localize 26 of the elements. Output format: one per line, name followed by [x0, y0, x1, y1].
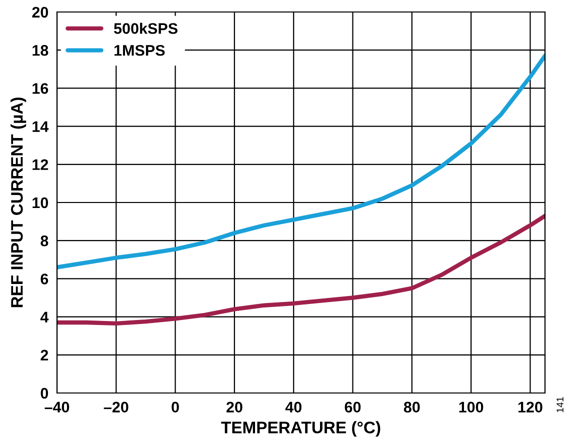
y-tick-label: 10 — [32, 197, 48, 208]
y-tick-label: 16 — [32, 83, 48, 94]
y-tick-label: 2 — [40, 350, 48, 360]
x-tick-label: 100 — [459, 402, 484, 413]
y-tick-label: 0 — [40, 388, 48, 399]
y-tick-label: 12 — [32, 159, 48, 170]
x-tick-label: 80 — [404, 402, 420, 413]
x-axis-title: TEMPERATURE (°C) — [221, 421, 380, 437]
text: 141 — [556, 397, 564, 412]
y-tick-label: 6 — [40, 274, 48, 284]
line-series — [57, 214, 545, 326]
x-tick-label: 40 — [285, 402, 302, 413]
x-tick-label: 120 — [518, 402, 542, 413]
y-tick-label: 4 — [40, 312, 49, 322]
y-axis-title: REF INPUT CURRENT (µA) — [10, 98, 26, 308]
x-tick-label: 20 — [226, 402, 242, 413]
legend-label: 1MSPS — [114, 44, 165, 56]
y-tick-label: 14 — [32, 121, 49, 132]
y-tick-label: 8 — [40, 235, 48, 246]
x-tick-label: –40 — [44, 402, 70, 413]
x-tick-label: 60 — [344, 402, 361, 413]
legend-label: 500kSPS — [114, 22, 178, 34]
x-tick-label: –20 — [104, 402, 128, 413]
x-tick-label: 0 — [172, 402, 179, 413]
y-tick-label: 20 — [32, 6, 48, 18]
y-tick-label: 18 — [32, 44, 48, 56]
